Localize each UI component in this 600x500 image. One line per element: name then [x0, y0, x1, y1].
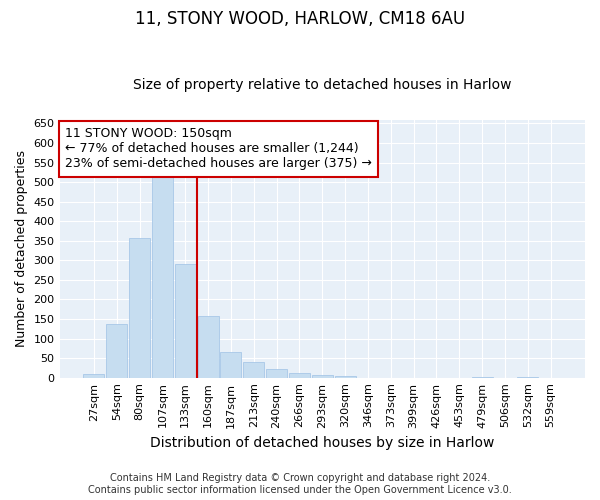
Bar — [266, 370, 287, 378]
Y-axis label: Number of detached properties: Number of detached properties — [15, 150, 28, 347]
Bar — [106, 324, 127, 378]
Bar — [312, 374, 333, 378]
Bar — [220, 352, 241, 378]
Bar — [129, 238, 150, 378]
Bar — [335, 376, 356, 378]
Text: 11, STONY WOOD, HARLOW, CM18 6AU: 11, STONY WOOD, HARLOW, CM18 6AU — [135, 10, 465, 28]
Title: Size of property relative to detached houses in Harlow: Size of property relative to detached ho… — [133, 78, 512, 92]
Bar — [472, 376, 493, 378]
Bar — [289, 372, 310, 378]
Bar — [152, 168, 173, 378]
Text: 11 STONY WOOD: 150sqm
← 77% of detached houses are smaller (1,244)
23% of semi-d: 11 STONY WOOD: 150sqm ← 77% of detached … — [65, 128, 371, 170]
Bar — [83, 374, 104, 378]
Bar — [243, 362, 264, 378]
Bar — [517, 377, 538, 378]
Bar — [197, 316, 218, 378]
Bar — [175, 264, 196, 378]
X-axis label: Distribution of detached houses by size in Harlow: Distribution of detached houses by size … — [150, 436, 494, 450]
Text: Contains HM Land Registry data © Crown copyright and database right 2024.
Contai: Contains HM Land Registry data © Crown c… — [88, 474, 512, 495]
